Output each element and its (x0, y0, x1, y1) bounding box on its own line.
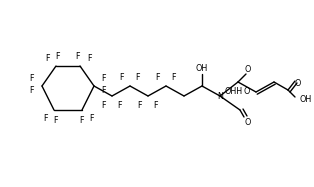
Text: F: F (87, 53, 91, 62)
Text: F: F (120, 73, 124, 82)
Text: OH: OH (299, 94, 311, 103)
Text: F: F (53, 116, 57, 125)
Text: F: F (43, 114, 47, 122)
Text: F: F (79, 116, 83, 125)
Text: F: F (89, 114, 93, 122)
Text: O: O (245, 65, 251, 73)
Text: F: F (30, 85, 34, 94)
Text: F: F (136, 73, 140, 82)
Text: O: O (295, 79, 301, 88)
Text: F: F (45, 53, 49, 62)
Text: F: F (30, 73, 34, 82)
Text: O: O (244, 87, 250, 96)
Text: F: F (102, 85, 106, 94)
Text: F: F (102, 100, 106, 110)
Text: F: F (118, 100, 122, 110)
Text: OHH: OHH (225, 87, 243, 96)
Text: F: F (138, 100, 142, 110)
Text: O: O (245, 117, 251, 126)
Text: F: F (56, 51, 60, 61)
Text: F: F (102, 73, 106, 82)
Text: N: N (217, 91, 223, 100)
Text: F: F (154, 100, 158, 110)
Text: OH: OH (196, 64, 208, 73)
Text: F: F (76, 51, 80, 61)
Text: F: F (156, 73, 160, 82)
Text: F: F (172, 73, 176, 82)
